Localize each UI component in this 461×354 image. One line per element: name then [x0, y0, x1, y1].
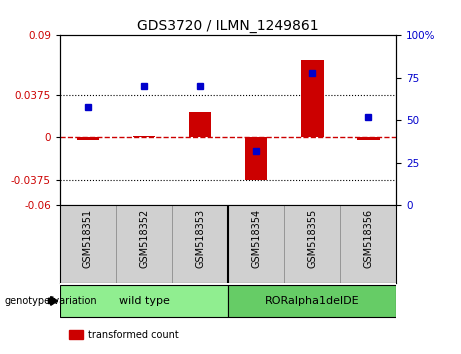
Text: transformed count: transformed count — [88, 330, 178, 340]
Bar — [77, 137, 99, 139]
Bar — [133, 136, 155, 137]
Text: wild type: wild type — [118, 296, 170, 306]
Text: GSM518354: GSM518354 — [251, 209, 261, 268]
Bar — [189, 113, 211, 137]
Bar — [172, 205, 228, 283]
Bar — [301, 60, 324, 137]
Bar — [357, 137, 379, 139]
Bar — [284, 205, 340, 283]
Bar — [116, 205, 172, 283]
Text: GSM518353: GSM518353 — [195, 209, 205, 268]
Bar — [60, 205, 116, 283]
Text: GSM518352: GSM518352 — [139, 209, 149, 268]
Bar — [228, 205, 284, 283]
Bar — [228, 285, 396, 317]
Text: GSM518351: GSM518351 — [83, 209, 93, 268]
Text: RORalpha1delDE: RORalpha1delDE — [265, 296, 360, 306]
Bar — [245, 137, 267, 181]
Text: GSM518355: GSM518355 — [307, 209, 317, 268]
Bar — [340, 205, 396, 283]
Text: genotype/variation: genotype/variation — [5, 296, 97, 306]
Bar — [60, 285, 228, 317]
Title: GDS3720 / ILMN_1249861: GDS3720 / ILMN_1249861 — [137, 19, 319, 33]
Text: GSM518356: GSM518356 — [363, 209, 373, 268]
